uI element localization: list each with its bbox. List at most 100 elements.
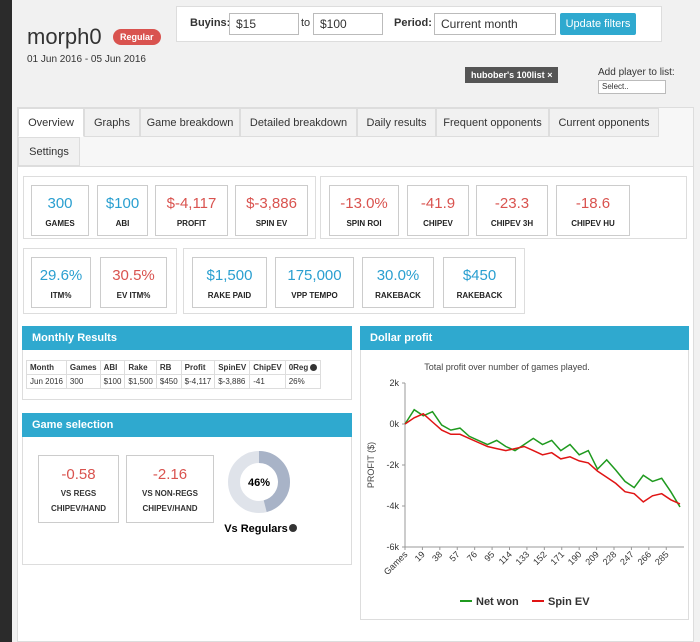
stat-label: GAMES bbox=[45, 219, 75, 228]
buyin-to[interactable]: $100 bbox=[313, 13, 383, 35]
header-cell: Month bbox=[26, 360, 67, 375]
stat-label: RAKEBACK bbox=[375, 291, 421, 300]
stat-card: $100 ABI bbox=[97, 185, 148, 236]
x-tick-label: Games bbox=[382, 549, 410, 577]
header-cell: ABI bbox=[99, 360, 126, 375]
tab[interactable]: Settings bbox=[18, 137, 80, 166]
series-line bbox=[404, 412, 681, 505]
stat-value: 300 bbox=[47, 195, 73, 212]
tab[interactable]: Graphs bbox=[84, 108, 140, 137]
tab[interactable]: Game breakdown bbox=[140, 108, 240, 137]
stat-value: $450 bbox=[462, 267, 497, 284]
tab[interactable]: Overview bbox=[18, 108, 84, 137]
tab[interactable]: Frequent opponents bbox=[436, 108, 549, 137]
header-cell: 0Reg bbox=[284, 360, 322, 375]
chart-panel bbox=[360, 326, 689, 620]
x-tick-label: 133 bbox=[514, 549, 532, 567]
x-tick-label: 19 bbox=[413, 549, 427, 563]
x-tick-label: 285 bbox=[653, 549, 671, 567]
stat-label: ITM% bbox=[50, 291, 72, 300]
selection-card: -2.16 VS NON-REGS CHIPEV/HAND bbox=[126, 455, 214, 523]
y-tick-label: 0k bbox=[389, 419, 399, 429]
x-tick-label: 152 bbox=[531, 549, 549, 567]
x-tick-label: 266 bbox=[636, 549, 654, 567]
cell: 300 bbox=[65, 374, 101, 389]
stat-value: $-3,886 bbox=[246, 195, 297, 212]
cell: $100 bbox=[99, 374, 126, 389]
sub-label: CHIPEV/HAND bbox=[50, 504, 107, 513]
row: Jun 2016 300 $100 $1,500 $450 $-4,117 $-3,886-… bbox=[26, 374, 322, 389]
stat-card: $1,500 RAKE PAID bbox=[192, 257, 267, 308]
stat-card: 175,000 VPP TEMPO bbox=[275, 257, 354, 308]
stat-value: -41.9 bbox=[420, 195, 456, 212]
stat-value: 30.0% bbox=[376, 267, 420, 284]
cell: $1,500 bbox=[124, 374, 157, 389]
stat-value: -18.6 bbox=[575, 195, 611, 212]
header-cell: Rake bbox=[124, 360, 157, 375]
selection-card: -0.58 VS REGS CHIPEV/HAND bbox=[38, 455, 119, 523]
stat-label: CHIPEV 3H bbox=[490, 219, 534, 228]
value: -0.58 bbox=[61, 466, 96, 483]
cell: $450 bbox=[155, 374, 182, 389]
label: Add player to list: bbox=[598, 67, 675, 78]
stat-label: SPIN EV bbox=[255, 219, 288, 228]
stat-label: SPIN ROI bbox=[346, 219, 382, 228]
donut: 46% Vs Regulars bbox=[224, 451, 297, 535]
panel-title: Dollar profit bbox=[360, 326, 689, 350]
header-cell: ChipEV bbox=[249, 360, 286, 375]
series-line bbox=[404, 408, 681, 508]
update-button[interactable]: Update filters bbox=[560, 13, 636, 35]
donut-caption: Vs Regulars bbox=[224, 523, 288, 535]
stat-card: -18.6 CHIPEV HU bbox=[556, 185, 630, 236]
cell: $-3,886 bbox=[214, 374, 251, 389]
stat-value: -23.3 bbox=[494, 195, 530, 212]
info-icon bbox=[289, 524, 297, 532]
stat-value: $-4,117 bbox=[166, 195, 217, 212]
monthly-table-wrap: Month Games ABI Rake RB Profit SpinEV ChipEV 0Re… bbox=[26, 360, 322, 389]
y-tick-label: -4k bbox=[386, 501, 399, 511]
tab[interactable]: Detailed breakdown bbox=[240, 108, 357, 137]
header-cell: Games bbox=[65, 360, 101, 375]
header-cell: RB bbox=[155, 360, 182, 375]
badge: Regular bbox=[113, 29, 161, 45]
dates: 01 Jun 2016 - 05 Jun 2016 bbox=[27, 54, 146, 65]
stat-value: $1,500 bbox=[206, 267, 253, 284]
stat-card: $450 RAKEBACK bbox=[443, 257, 516, 308]
y-tick-label: -6k bbox=[386, 542, 399, 552]
cell: Jun 2016 bbox=[26, 374, 67, 389]
stat-label: CHIPEV bbox=[423, 219, 453, 228]
stat-card: $-4,117 PROFIT bbox=[155, 185, 228, 236]
stat-card: 30.0% RAKEBACK bbox=[362, 257, 434, 308]
remove[interactable]: × bbox=[547, 70, 553, 80]
label: to bbox=[301, 17, 311, 29]
buyin-from[interactable]: $15 bbox=[229, 13, 299, 35]
list-tag: hubober's 100list × bbox=[465, 67, 559, 83]
stat-card: -41.9 CHIPEV bbox=[407, 185, 469, 236]
stat-label: CHIPEV HU bbox=[571, 219, 615, 228]
tab[interactable]: Current opponents bbox=[549, 108, 659, 137]
x-tick-label: 171 bbox=[548, 549, 566, 567]
y-axis-label: PROFIT ($) bbox=[366, 442, 376, 488]
panel-title: Monthly Results bbox=[22, 326, 352, 350]
period[interactable]: Current month bbox=[434, 13, 556, 35]
y-tick-label: -2k bbox=[386, 460, 399, 470]
cell: $-4,117 bbox=[180, 374, 216, 389]
monthly-table: Month Games ABI Rake RB Profit SpinEV ChipEV 0Re… bbox=[26, 360, 322, 389]
x-tick-label: 38 bbox=[430, 549, 444, 563]
stat-label: RAKEBACK bbox=[456, 291, 503, 300]
stat-value: -13.0% bbox=[340, 195, 388, 212]
x-tick-label: 114 bbox=[497, 549, 514, 566]
stat-label: ABI bbox=[115, 219, 130, 228]
sub-label: CHIPEV/HAND bbox=[142, 504, 198, 513]
stat-value: 30.5% bbox=[112, 267, 155, 284]
cell: -41 bbox=[249, 374, 286, 389]
tab[interactable]: Daily results bbox=[357, 108, 436, 137]
list-name: hubober's 100list bbox=[471, 70, 545, 80]
player-select[interactable]: Select.. bbox=[598, 80, 666, 94]
x-tick-label: 76 bbox=[465, 549, 479, 563]
stat-card: $-3,886 SPIN EV bbox=[235, 185, 308, 236]
value: -2.16 bbox=[152, 466, 188, 483]
header-row: Month Games ABI Rake RB Profit SpinEV ChipEV 0Re… bbox=[26, 360, 322, 375]
stat-card: 30.5% EV ITM% bbox=[100, 257, 167, 308]
stat-value: $100 bbox=[105, 195, 140, 212]
